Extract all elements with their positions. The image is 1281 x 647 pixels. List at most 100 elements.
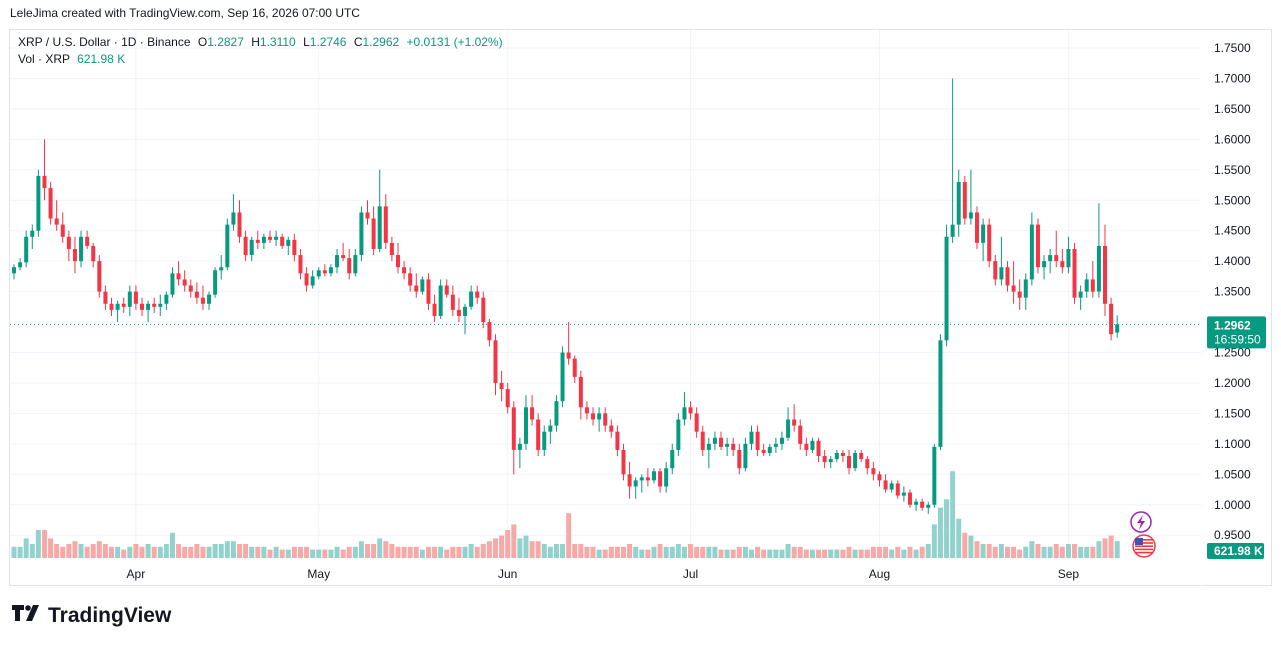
volume-bar	[462, 546, 468, 558]
candle-body	[66, 236, 71, 249]
volume-bar	[273, 546, 279, 558]
candle-body	[237, 212, 242, 237]
candle-body	[426, 279, 431, 304]
candle-body	[432, 303, 437, 316]
volume-bar	[11, 546, 17, 558]
candle-body	[987, 224, 992, 262]
candle-body	[316, 270, 321, 277]
volume-bar	[675, 544, 681, 558]
volume-bar	[237, 544, 243, 558]
volume-bar	[151, 546, 157, 558]
volume-bar	[956, 518, 962, 558]
close-label: C	[353, 35, 363, 49]
candle-body	[737, 449, 742, 469]
candle-body	[42, 175, 47, 189]
candle-body	[164, 294, 169, 304]
volume-bar	[1102, 538, 1108, 558]
candle-body	[883, 480, 888, 490]
volume-bar	[163, 544, 169, 558]
volume-bar	[748, 549, 754, 558]
volume-bar	[529, 541, 535, 558]
candle-body	[261, 236, 266, 243]
event-markers	[1130, 511, 1156, 558]
candle-body	[962, 181, 967, 219]
candle-body	[395, 255, 400, 268]
candle-body	[749, 431, 754, 444]
volume-bar	[876, 546, 882, 558]
volume-bar	[78, 544, 84, 558]
volume-bar	[755, 546, 761, 558]
candle-body	[493, 340, 498, 383]
volume-bar	[291, 546, 297, 558]
volume-bar	[1065, 544, 1071, 558]
candle-body	[200, 297, 205, 304]
tradingview-logo[interactable]: TradingView	[12, 604, 171, 628]
candle-body	[792, 419, 797, 426]
volume-bar	[115, 546, 121, 558]
volume-bar	[401, 546, 407, 558]
volume-bar	[688, 544, 694, 558]
candle-body	[767, 446, 772, 453]
symbol-label[interactable]: XRP / U.S. Dollar · 1D · Binance	[18, 35, 191, 49]
candle-body	[853, 452, 858, 469]
candle-body	[645, 477, 650, 481]
lightning-event-icon[interactable]	[1130, 511, 1152, 533]
candle-body	[170, 273, 175, 295]
volume-bar	[816, 549, 822, 558]
candle-body	[353, 255, 358, 274]
candle-body	[950, 224, 955, 237]
candle-body	[389, 242, 394, 256]
candles	[12, 78, 1120, 514]
candle-body	[402, 267, 407, 274]
candle-body	[91, 245, 96, 262]
volume-bar	[224, 541, 230, 558]
candle-body	[859, 452, 864, 460]
candle-body	[383, 206, 388, 243]
candle-body	[572, 358, 577, 377]
candle-body	[85, 236, 90, 246]
change-value: +0.0131 (+1.02%)	[406, 35, 503, 49]
candle-body	[1066, 248, 1071, 268]
volume-bar	[371, 544, 377, 558]
candle-body	[231, 212, 236, 225]
candle-body	[578, 376, 583, 408]
y-tick-label: 1.0500	[1214, 467, 1251, 481]
volume-bar	[480, 544, 486, 558]
y-tick-label: 1.5000	[1214, 193, 1251, 207]
volume-bar	[133, 544, 139, 558]
candle-body	[146, 303, 151, 310]
volume-bar	[432, 546, 438, 558]
volume-bar	[578, 544, 584, 558]
volume-bar	[541, 544, 547, 558]
volume-bar	[377, 538, 383, 558]
volume-bar	[438, 546, 444, 558]
candle-body	[1096, 245, 1101, 292]
candle-body	[475, 291, 480, 298]
volume-bar	[285, 549, 291, 558]
chart-frame[interactable]	[9, 29, 1272, 586]
candle-body	[280, 236, 285, 246]
y-tick-label: 1.7000	[1214, 71, 1251, 85]
candle-body	[944, 236, 949, 341]
us-flag-event-icon[interactable]	[1132, 534, 1156, 558]
y-tick-label: 1.5500	[1214, 163, 1251, 177]
candle-body	[651, 471, 656, 481]
candle-body	[414, 285, 419, 292]
y-tick-label: 1.2000	[1214, 376, 1251, 390]
candle-body	[188, 285, 193, 292]
candle-body	[956, 181, 961, 225]
candle-body	[895, 483, 900, 496]
candle-body	[810, 440, 815, 450]
candle-body	[298, 255, 303, 274]
candle-body	[554, 401, 559, 426]
volume-label: Vol · XRP	[18, 52, 70, 66]
volume-bar	[419, 549, 425, 558]
volume-bar	[706, 546, 712, 558]
candle-body	[615, 431, 620, 450]
price-axis: 1.7500 1.7000 1.6500 1.6000 1.5500 1.5000 1.45…	[1214, 41, 1251, 542]
candle-body	[932, 446, 937, 505]
candle-body	[310, 276, 315, 286]
grid-lines	[10, 30, 1203, 586]
volume-bar	[1072, 544, 1078, 558]
